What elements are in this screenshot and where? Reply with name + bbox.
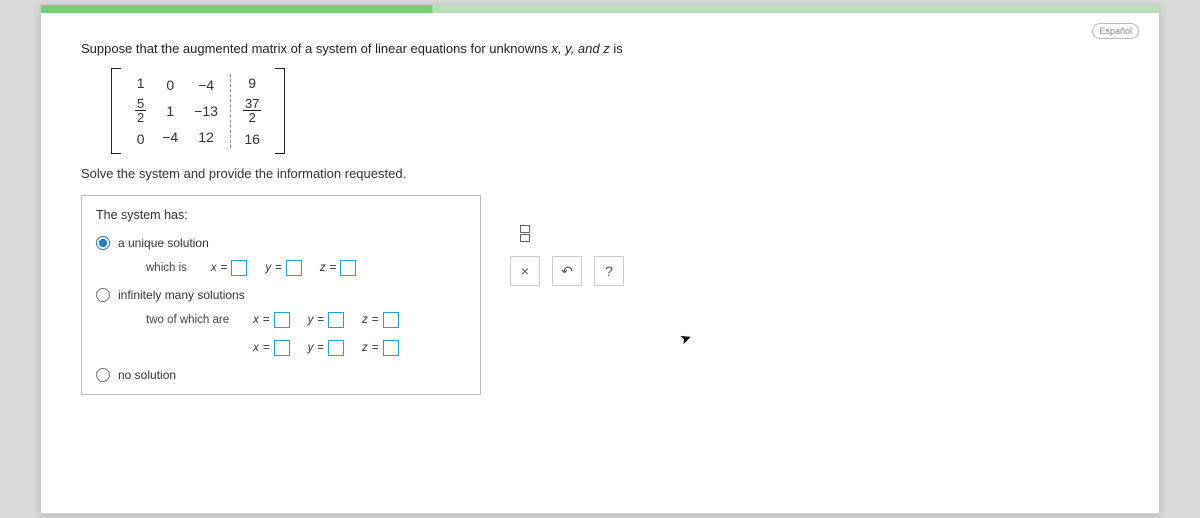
eq-sign: = bbox=[372, 342, 379, 354]
instruction-text: Solve the system and provide the informa… bbox=[81, 166, 1119, 181]
undo-icon: ↶ bbox=[561, 263, 573, 280]
input-y-2[interactable] bbox=[328, 340, 344, 356]
var-y: y bbox=[308, 314, 314, 326]
answer-panel: The system has: a unique solution which … bbox=[81, 195, 481, 395]
option-no-solution[interactable]: no solution bbox=[96, 368, 466, 382]
undo-button[interactable]: ↶ bbox=[552, 256, 582, 286]
eq-x: x = bbox=[253, 340, 289, 356]
eq-y: y = bbox=[308, 340, 344, 356]
input-x[interactable] bbox=[231, 260, 247, 276]
var-z: z bbox=[362, 342, 368, 354]
input-x-1[interactable] bbox=[274, 312, 290, 328]
infinite-sub-label: two of which are bbox=[146, 314, 229, 326]
eq-z: z = bbox=[362, 312, 398, 328]
matrix-cell: −4 bbox=[162, 129, 178, 145]
close-icon: × bbox=[521, 263, 529, 279]
matrix-cell: 1 bbox=[166, 103, 174, 119]
frac-den: 2 bbox=[247, 111, 258, 124]
matrix-cell: 9 bbox=[248, 75, 256, 91]
eq-sign: = bbox=[330, 262, 337, 274]
matrix-cell: 0 bbox=[137, 131, 145, 147]
unique-sub-label: which is bbox=[146, 262, 187, 274]
matrix-augment-divider bbox=[230, 74, 231, 148]
matrix-cell: 0 bbox=[166, 77, 174, 93]
matrix-col-2: 0 1 −4 bbox=[154, 72, 186, 150]
eq-sign: = bbox=[372, 314, 379, 326]
prompt-prefix: Suppose that the augmented matrix of a s… bbox=[81, 41, 551, 56]
frac-den: 2 bbox=[135, 111, 146, 124]
matrix-cell-frac: 5 2 bbox=[135, 97, 146, 124]
tool-panel: × ↶ ? bbox=[510, 218, 624, 286]
input-z-1[interactable] bbox=[383, 312, 399, 328]
var-y: y bbox=[308, 342, 314, 354]
help-icon: ? bbox=[605, 263, 613, 279]
var-x: x bbox=[253, 314, 259, 326]
language-button[interactable]: Español bbox=[1092, 23, 1139, 39]
option-unique-label: a unique solution bbox=[118, 236, 209, 250]
unique-solution-inputs: which is x = y = z = bbox=[146, 260, 466, 276]
panel-title: The system has: bbox=[96, 208, 466, 222]
fraction-icon bbox=[520, 225, 530, 242]
option-no-solution-label: no solution bbox=[118, 368, 176, 382]
eq-sign: = bbox=[263, 314, 270, 326]
eq-sign: = bbox=[317, 314, 324, 326]
matrix-left-bracket bbox=[111, 68, 121, 154]
matrix-right-bracket bbox=[275, 68, 285, 154]
radio-infinite[interactable] bbox=[96, 288, 110, 302]
matrix-cell-frac: 37 2 bbox=[243, 97, 261, 124]
radio-no-solution[interactable] bbox=[96, 368, 110, 382]
matrix-cell: 1 bbox=[137, 75, 145, 91]
eq-sign: = bbox=[317, 342, 324, 354]
radio-unique[interactable] bbox=[96, 236, 110, 250]
progress-bar bbox=[41, 5, 1159, 13]
eq-y: y = bbox=[265, 260, 301, 276]
matrix-cell: −4 bbox=[198, 77, 214, 93]
help-button[interactable]: ? bbox=[594, 256, 624, 286]
frac-num: 37 bbox=[243, 97, 261, 111]
matrix-cell: 12 bbox=[198, 129, 214, 145]
augmented-matrix: 1 5 2 0 0 1 −4 −4 −13 12 bbox=[111, 68, 1119, 154]
prompt-vars: x, y, and z bbox=[551, 41, 609, 56]
matrix-col-aug: 9 37 2 16 bbox=[235, 72, 269, 150]
eq-y: y = bbox=[308, 312, 344, 328]
var-x: x bbox=[253, 342, 259, 354]
matrix-cell: −13 bbox=[194, 103, 218, 119]
eq-sign: = bbox=[263, 342, 270, 354]
input-y-1[interactable] bbox=[328, 312, 344, 328]
option-unique[interactable]: a unique solution bbox=[96, 236, 466, 250]
prompt-suffix: is bbox=[610, 41, 623, 56]
question-prompt: Suppose that the augmented matrix of a s… bbox=[81, 41, 1119, 56]
matrix-cell: 16 bbox=[244, 131, 260, 147]
eq-x: x = bbox=[253, 312, 289, 328]
matrix-body: 1 5 2 0 0 1 −4 −4 −13 12 bbox=[121, 68, 275, 154]
input-z[interactable] bbox=[340, 260, 356, 276]
fraction-tool-button[interactable] bbox=[510, 218, 540, 248]
var-z: z bbox=[320, 262, 326, 274]
frac-num: 5 bbox=[135, 97, 146, 111]
eq-x: x = bbox=[211, 260, 247, 276]
var-x: x bbox=[211, 262, 217, 274]
eq-sign: = bbox=[221, 262, 228, 274]
infinite-solution-inputs-2: two of which are x = y = z = bbox=[146, 340, 466, 356]
matrix-col-1: 1 5 2 0 bbox=[127, 72, 154, 150]
var-y: y bbox=[265, 262, 271, 274]
option-infinite[interactable]: infinitely many solutions bbox=[96, 288, 466, 302]
eq-z: z = bbox=[320, 260, 356, 276]
clear-button[interactable]: × bbox=[510, 256, 540, 286]
infinite-solution-inputs-1: two of which are x = y = z = bbox=[146, 312, 466, 328]
var-z: z bbox=[362, 314, 368, 326]
input-x-2[interactable] bbox=[274, 340, 290, 356]
input-y[interactable] bbox=[286, 260, 302, 276]
matrix-col-3: −4 −13 12 bbox=[186, 72, 226, 150]
eq-z: z = bbox=[362, 340, 398, 356]
eq-sign: = bbox=[275, 262, 282, 274]
input-z-2[interactable] bbox=[383, 340, 399, 356]
option-infinite-label: infinitely many solutions bbox=[118, 288, 245, 302]
